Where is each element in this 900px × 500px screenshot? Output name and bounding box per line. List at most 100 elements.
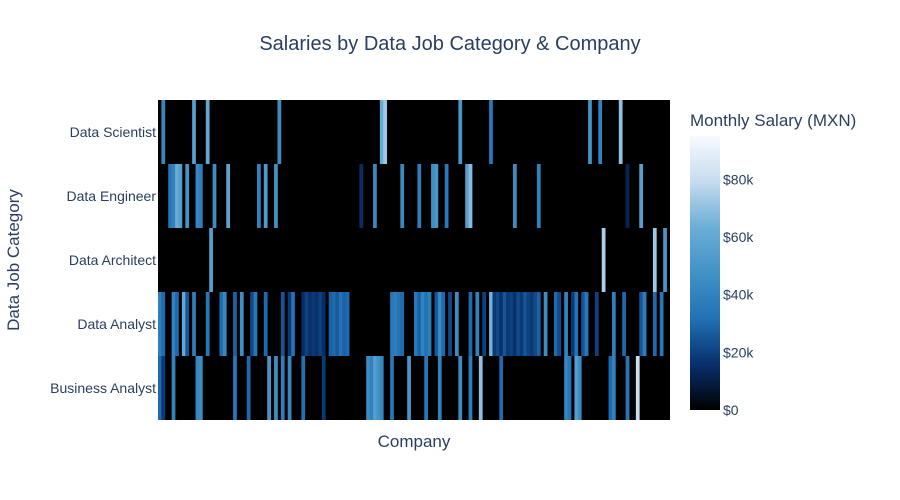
heatmap-cell-data-scientist <box>458 100 463 164</box>
heatmap-cell-data-analyst <box>291 292 295 356</box>
heatmap-cell-data-engineer <box>400 164 405 228</box>
colorbar-tick-labels: $0 $20k $40k $60k $80k <box>723 171 754 418</box>
heatmap-cell-data-analyst <box>523 292 527 356</box>
heatmap-cell-business-analyst <box>458 356 463 420</box>
heatmap-cell-data-analyst <box>553 292 558 356</box>
heatmap-cell-data-analyst <box>308 292 312 356</box>
heatmap-cell-data-analyst <box>427 292 432 356</box>
heatmap-cell-data-engineer <box>468 164 473 228</box>
heatmap-cell-data-engineer <box>444 164 449 228</box>
heatmap-cell-data-analyst <box>489 292 493 356</box>
y-tick-label: Business Analyst <box>50 380 156 396</box>
heatmap-cell-data-scientist <box>161 100 166 164</box>
heatmap-cell-business-analyst <box>635 356 640 420</box>
heatmap-cell-data-engineer <box>256 164 261 228</box>
heatmap-cell-data-analyst <box>574 292 579 356</box>
heatmap-cell-data-architect <box>663 228 667 292</box>
heatmap-cell-data-scientist <box>383 100 388 164</box>
heatmap-cell-data-analyst <box>304 292 309 356</box>
colorbar-tick-label: $0 <box>723 402 739 418</box>
heatmap-cell-data-engineer <box>373 164 377 228</box>
heatmap-cell-data-analyst <box>332 292 336 356</box>
heatmap-cell-data-engineer <box>185 164 190 228</box>
heatmap-cell-data-analyst <box>526 292 531 356</box>
heatmap-cell-data-analyst <box>492 292 497 356</box>
heatmap-cell-data-analyst <box>263 292 268 356</box>
heatmap-cells <box>158 100 667 420</box>
heatmap-cell-data-analyst <box>468 292 473 356</box>
y-tick-label: Data Engineer <box>66 188 156 204</box>
heatmap-cell-data-analyst <box>437 292 442 356</box>
heatmap-cell-data-analyst <box>250 292 254 356</box>
heatmap-cell-data-analyst <box>420 292 425 356</box>
heatmap-cell-data-analyst <box>175 292 179 356</box>
heatmap-cell-business-analyst <box>267 356 271 420</box>
heatmap-cell-data-analyst <box>161 292 166 356</box>
heatmap-cell-data-architect <box>209 228 213 292</box>
heatmap-cell-business-analyst <box>376 356 381 420</box>
heatmap-cell-data-engineer <box>434 164 439 228</box>
heatmap-cell-data-analyst <box>338 292 343 356</box>
heatmap-cell-data-analyst <box>519 292 524 356</box>
heatmap-cell-business-analyst <box>366 356 370 420</box>
heatmap-cell-data-analyst <box>512 292 517 356</box>
heatmap-cell-business-analyst <box>301 356 306 420</box>
heatmap-cell-data-analyst <box>506 292 510 356</box>
heatmap-cell-data-engineer <box>625 164 630 228</box>
heatmap-cell-data-scientist <box>192 100 196 164</box>
heatmap-cell-data-analyst <box>390 292 394 356</box>
heatmap-cell-data-engineer <box>274 164 278 228</box>
heatmap-cell-data-engineer <box>171 164 176 228</box>
heatmap-cell-business-analyst <box>321 356 326 420</box>
heatmap-cell-business-analyst <box>274 356 278 420</box>
heatmap-cell-business-analyst <box>198 356 203 420</box>
heatmap-cell-data-engineer <box>431 164 435 228</box>
heatmap-cell-data-analyst <box>584 292 589 356</box>
heatmap-cell-data-engineer <box>226 164 231 228</box>
heatmap-cell-data-scientist <box>618 100 623 164</box>
colorbar-tick-label: $20k <box>723 344 754 360</box>
colorbar-tick-label: $80k <box>723 171 754 187</box>
y-tick-label: Data Architect <box>69 252 156 268</box>
heatmap-cell-data-analyst <box>222 292 227 356</box>
heatmap-cell-data-analyst <box>571 292 575 356</box>
heatmap-cell-business-analyst <box>499 356 504 420</box>
heatmap-cell-data-analyst <box>396 292 401 356</box>
heatmap-cell-data-analyst <box>536 292 541 356</box>
heatmap-cell-data-architect <box>652 228 657 292</box>
heatmap-cell-data-analyst <box>642 292 647 356</box>
heatmap-cell-business-analyst <box>577 356 582 420</box>
heatmap-cell-data-engineer <box>178 164 183 228</box>
heatmap-cell-data-engineer <box>639 164 644 228</box>
heatmap-cell-data-analyst <box>482 292 487 356</box>
x-axis-title: Company <box>378 432 451 451</box>
heatmap-cell-data-analyst <box>495 292 500 356</box>
heatmap-cell-data-scientist <box>379 100 384 164</box>
colorbar-tick-label: $60k <box>723 229 754 245</box>
heatmap-cell-business-analyst <box>161 356 166 420</box>
heatmap-cell-data-analyst <box>611 292 616 356</box>
heatmap-cell-data-engineer <box>175 164 179 228</box>
heatmap-cell-data-analyst <box>516 292 521 356</box>
heatmap-cell-business-analyst <box>158 356 162 420</box>
heatmap-cell-data-engineer <box>512 164 517 228</box>
y-axis-tick-labels: Data Scientist Data Engineer Data Architec… <box>50 124 156 396</box>
heatmap-cell-business-analyst <box>564 356 568 420</box>
heatmap-cell-business-analyst <box>171 356 176 420</box>
heatmap-cell-data-engineer <box>536 164 541 228</box>
heatmap-cell-data-analyst <box>287 292 292 356</box>
heatmap-cell-data-analyst <box>509 292 514 356</box>
heatmap-cell-business-analyst <box>574 356 579 420</box>
heatmap-cell-data-analyst <box>192 292 196 356</box>
heatmap-cell-data-analyst <box>448 292 452 356</box>
heatmap-cell-business-analyst <box>233 356 237 420</box>
colorbar-tick-label: $40k <box>723 287 754 303</box>
heatmap-cell-business-analyst <box>437 356 442 420</box>
heatmap-cell-data-engineer <box>417 164 422 228</box>
heatmap-cell-data-engineer <box>212 164 217 228</box>
heatmap-cell-data-engineer <box>168 164 172 228</box>
heatmap-cell-data-scientist <box>205 100 210 164</box>
heatmap-cell-business-analyst <box>424 356 428 420</box>
heatmap-cell-data-analyst <box>335 292 340 356</box>
